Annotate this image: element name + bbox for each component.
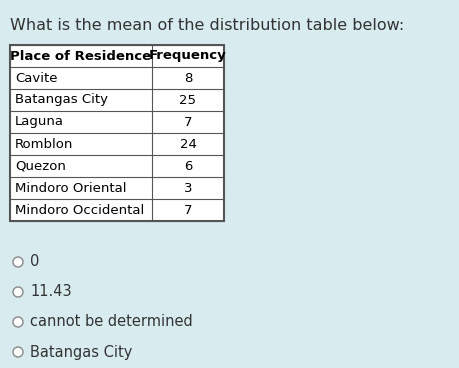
- Text: Batangas City: Batangas City: [30, 344, 132, 360]
- Text: Quezon: Quezon: [15, 159, 66, 173]
- Text: 25: 25: [179, 93, 196, 106]
- Text: 8: 8: [184, 71, 192, 85]
- Circle shape: [13, 317, 23, 327]
- Text: 24: 24: [179, 138, 196, 151]
- Text: cannot be determined: cannot be determined: [30, 315, 193, 329]
- Text: What is the mean of the distribution table below:: What is the mean of the distribution tab…: [10, 18, 404, 33]
- Text: 6: 6: [184, 159, 192, 173]
- Text: 7: 7: [184, 116, 192, 128]
- Text: Cavite: Cavite: [15, 71, 57, 85]
- Circle shape: [13, 347, 23, 357]
- Text: 0: 0: [30, 255, 39, 269]
- Bar: [10, 45, 224, 221]
- Text: Frequency: Frequency: [149, 50, 227, 63]
- Text: Mindoro Oriental: Mindoro Oriental: [15, 181, 127, 195]
- Text: 7: 7: [184, 204, 192, 216]
- Text: Romblon: Romblon: [15, 138, 73, 151]
- Text: Mindoro Occidental: Mindoro Occidental: [15, 204, 144, 216]
- Text: 3: 3: [184, 181, 192, 195]
- Circle shape: [13, 257, 23, 267]
- Text: Place of Residence: Place of Residence: [11, 50, 151, 63]
- Circle shape: [13, 287, 23, 297]
- Text: Batangas City: Batangas City: [15, 93, 108, 106]
- Text: 11.43: 11.43: [30, 284, 72, 300]
- Text: Laguna: Laguna: [15, 116, 64, 128]
